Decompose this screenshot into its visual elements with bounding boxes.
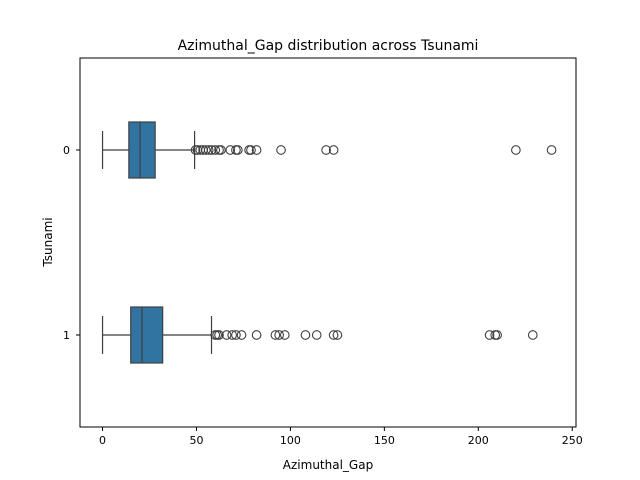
outlier-point — [225, 145, 236, 155]
chart-marks — [101, 121, 557, 364]
outlier-point — [216, 145, 226, 155]
outlier-point — [214, 330, 224, 340]
outlier-point — [527, 330, 538, 340]
outlier-point — [251, 330, 262, 340]
outlier-point — [490, 330, 501, 340]
outlier-point — [276, 145, 286, 155]
outlier-point — [300, 330, 311, 340]
y-tick-label: 1 — [63, 329, 70, 342]
outlier-point — [279, 330, 290, 340]
outlier-point — [270, 330, 281, 340]
plot-area — [79, 57, 577, 428]
outlier-point — [232, 145, 243, 155]
iqr-box — [128, 121, 156, 179]
x-tick-label: 200 — [468, 434, 489, 447]
x-tick-label: 0 — [99, 434, 106, 447]
outlier-point — [274, 330, 285, 340]
outlier-point — [206, 145, 217, 155]
outlier-point — [321, 145, 331, 155]
box-group-1 — [101, 306, 538, 364]
outlier-point — [246, 145, 256, 155]
outlier-point — [210, 145, 221, 155]
outlier-point — [227, 330, 238, 340]
outlier-point — [332, 330, 343, 340]
chart-title: Azimuthal_Gap distribution across Tsunam… — [178, 38, 479, 54]
outlier-point — [251, 145, 262, 155]
x-tick-label: 250 — [562, 434, 583, 447]
y-axis-ticks: 01 — [63, 144, 80, 342]
outlier-point — [221, 330, 232, 340]
x-tick-label: 150 — [374, 434, 395, 447]
outlier-point — [492, 330, 502, 340]
y-tick-label: 0 — [63, 144, 70, 157]
outlier-point — [231, 330, 241, 340]
outlier-point — [546, 145, 557, 155]
outlier-point — [511, 145, 521, 155]
outlier-point — [201, 145, 211, 155]
outlier-point — [236, 330, 247, 340]
outlier-point — [328, 330, 339, 340]
iqr-box — [130, 306, 164, 364]
box-group-0 — [101, 121, 557, 179]
outlier-point — [231, 145, 241, 155]
y-axis-label: Tsunami — [41, 217, 55, 267]
outlier-point — [212, 330, 223, 340]
outlier-point — [311, 330, 322, 340]
x-axis-ticks: 0 50 100 150 200 250 — [99, 427, 583, 447]
x-axis-label: Azimuthal_Gap — [283, 458, 373, 472]
outlier-point — [328, 145, 339, 155]
outlier-point — [484, 330, 495, 340]
outlier-point — [203, 145, 214, 155]
x-tick-label: 100 — [280, 434, 301, 447]
x-tick-label: 50 — [189, 434, 203, 447]
